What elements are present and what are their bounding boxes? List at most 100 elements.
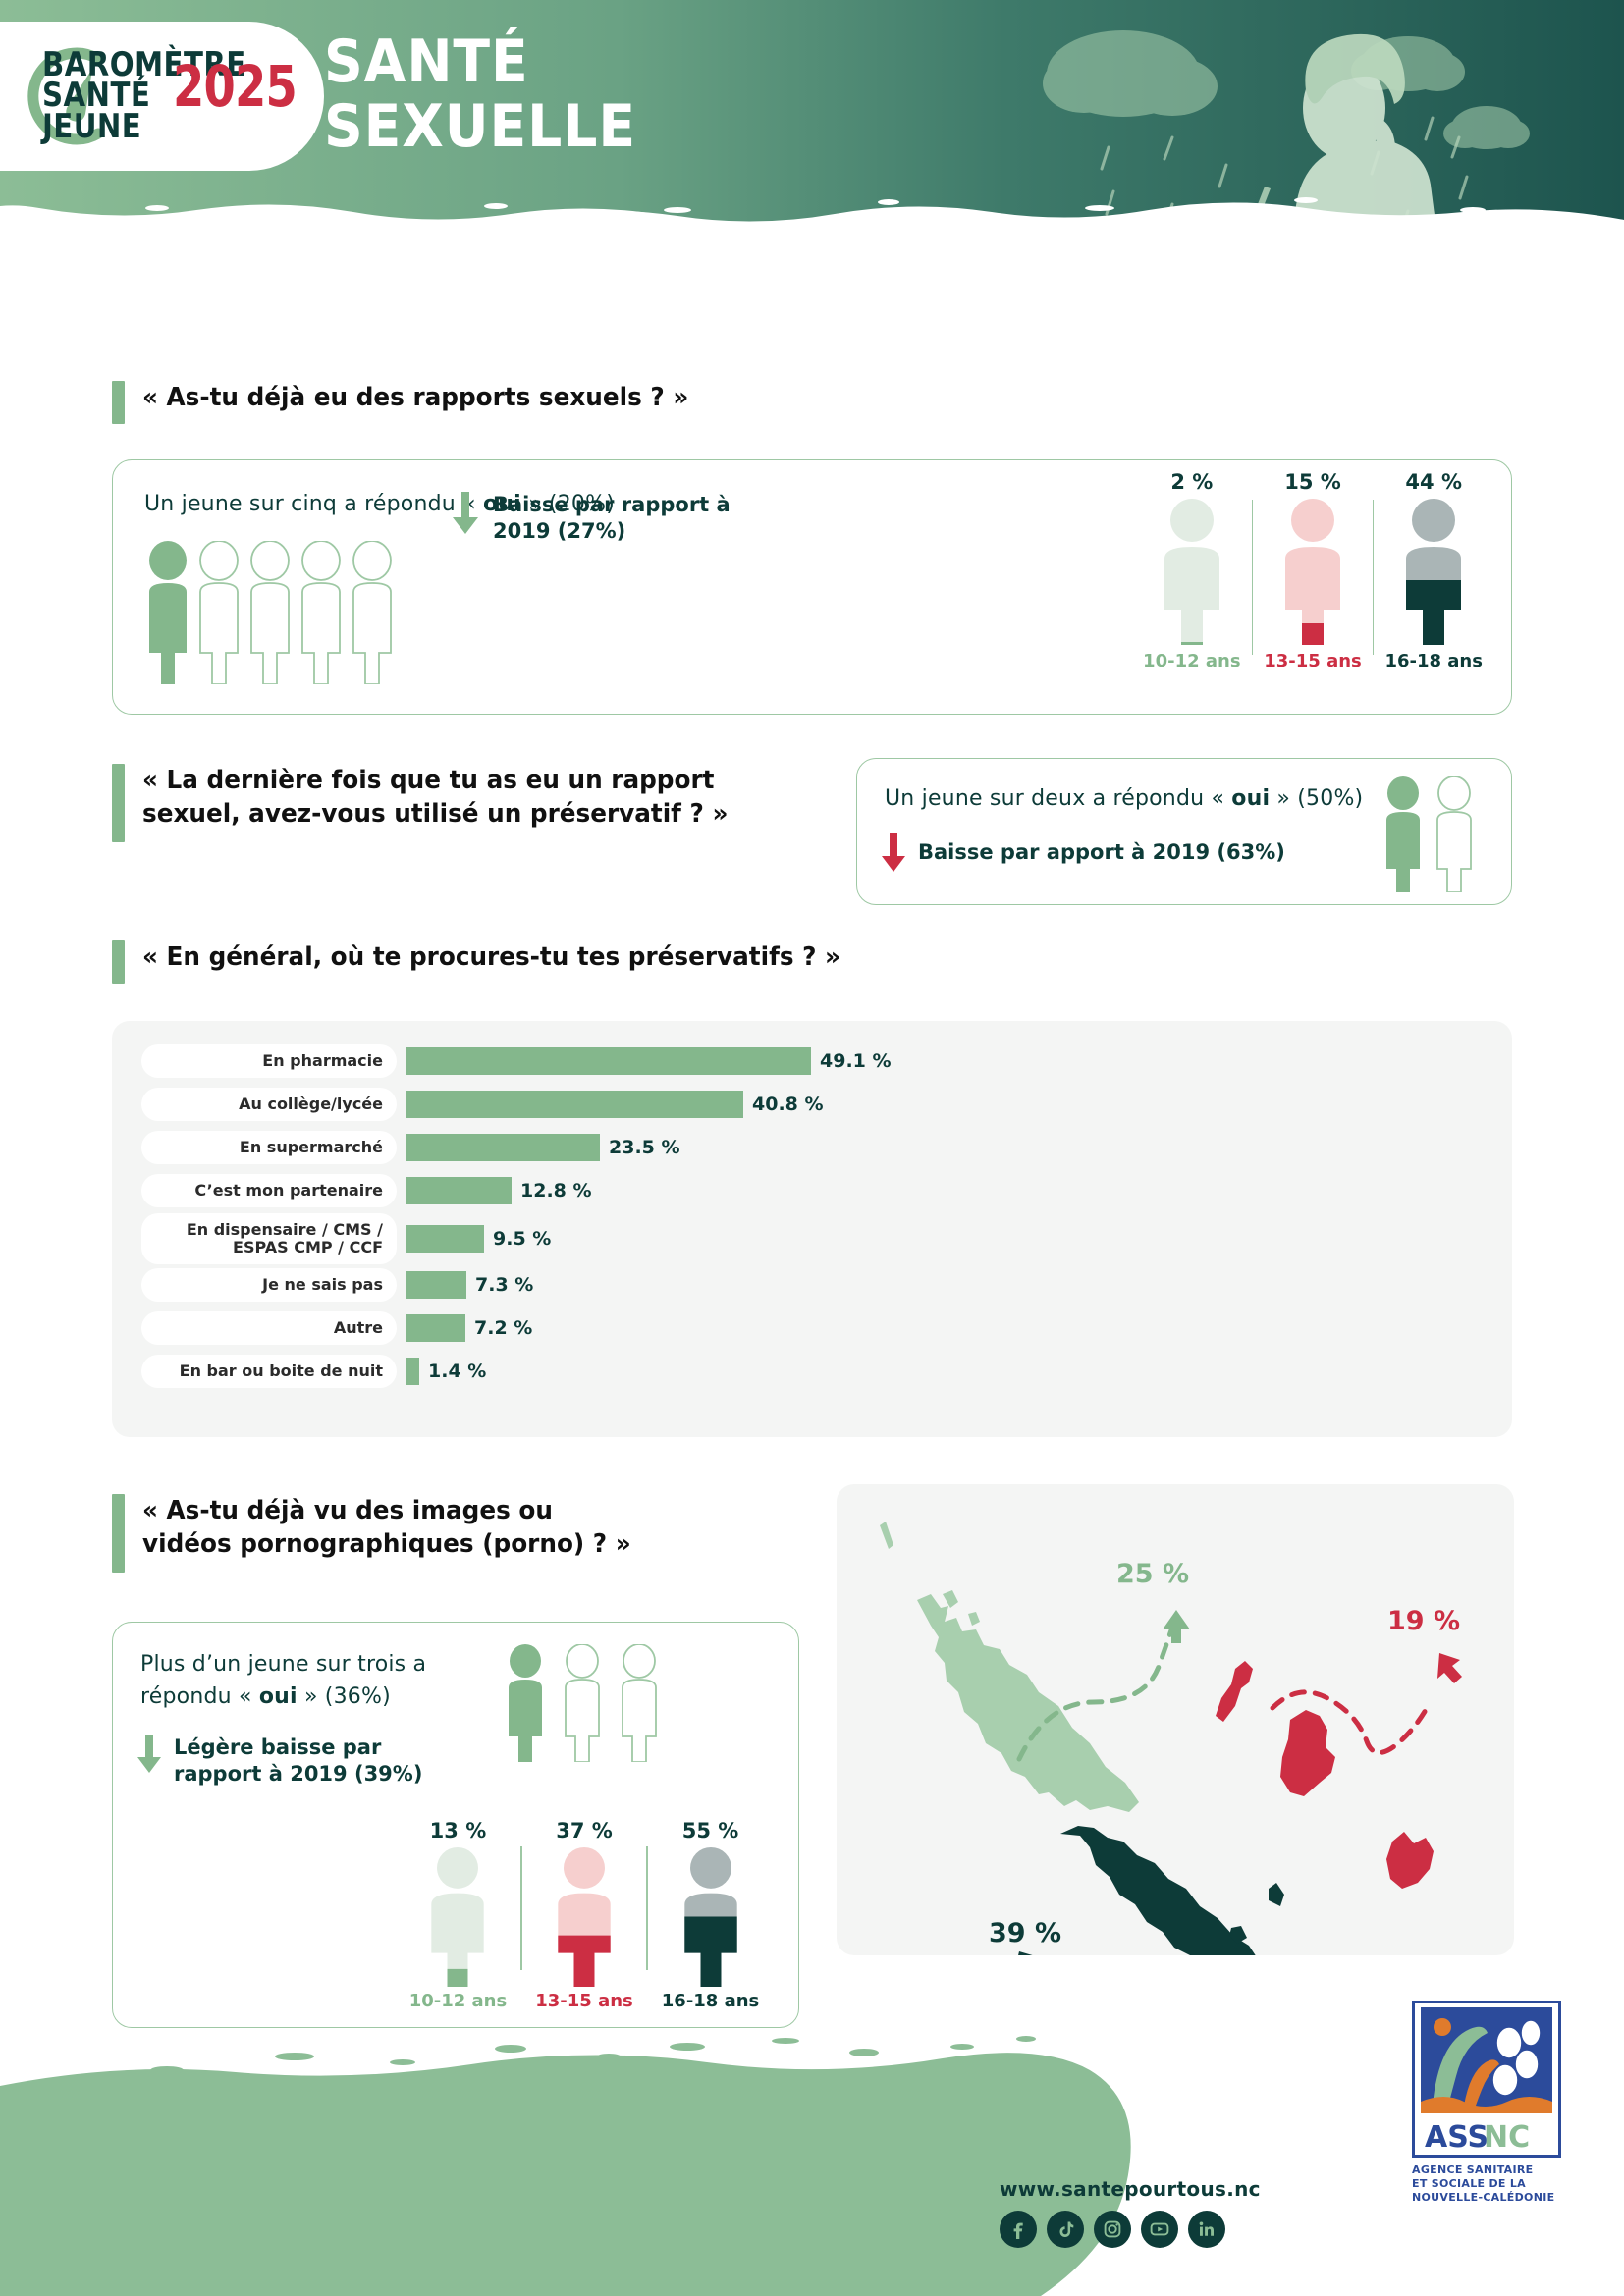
page-header: BAROMÈTRE SANTÉ 2025 JEUNE SANTÉ SEXUELL… xyxy=(0,0,1624,245)
card-porno: Plus d’un jeune sur trois a répondu « ou… xyxy=(112,1622,799,2028)
accent-bar xyxy=(112,381,125,424)
question-text-porno: « As-tu déjà vu des images ou vidéos por… xyxy=(142,1494,631,1562)
assnc-nc-text: NC xyxy=(1484,2120,1530,2155)
lead-bold: oui xyxy=(1231,786,1271,811)
pictogram-1-of-5 xyxy=(149,541,392,684)
bar-fill xyxy=(406,1091,743,1118)
footer-wave xyxy=(0,2036,1131,2296)
age-value-13-15: 15 % xyxy=(1284,470,1341,494)
torn-edge-top xyxy=(0,197,1624,245)
gauge-icon xyxy=(27,47,104,145)
accent-bar xyxy=(112,1494,125,1573)
trend-preservatif: Baisse par apport à 2019 (63%) xyxy=(881,833,1285,873)
lead-text-rapports: Un jeune sur cinq a répondu « oui » (20%… xyxy=(144,492,615,516)
bar-row: En dispensaire / CMS / ESPAS CMP / CCF 9… xyxy=(141,1213,551,1264)
age-value-16-18: 44 % xyxy=(1405,470,1462,494)
assnc-emblem-icon: ASS NC xyxy=(1421,2007,1552,2155)
person-fill-icon xyxy=(1285,499,1340,645)
bar-fill xyxy=(406,1271,466,1299)
assnc-subtitle: AGENCE SANITAIRE ET SOCIALE DE LA NOUVEL… xyxy=(1412,2163,1584,2205)
trend-line-2: 2019 (27%) xyxy=(493,519,626,544)
lead-line-1: Plus d’un jeune sur trois a xyxy=(140,1652,427,1677)
arrow-nord xyxy=(1016,1613,1179,1762)
trend-line-1: Baisse par rapport à xyxy=(493,493,731,516)
province-sud-shape xyxy=(1060,1826,1284,2001)
bar-label: En pharmacie xyxy=(141,1044,397,1078)
bar-fill xyxy=(406,1358,419,1385)
arrowhead-sud xyxy=(1013,1951,1038,1979)
assnc-sub-line-3: NOUVELLE-CALÉDONIE xyxy=(1412,2191,1555,2205)
question-text-preservatif: « La dernière fois que tu as eu un rappo… xyxy=(142,764,728,831)
age-value-16-18: 55 % xyxy=(681,1819,739,1842)
lead-suffix: » (50%) xyxy=(1270,786,1364,811)
map-value-iles: 19 % xyxy=(1387,1606,1460,1636)
age-group-13-15: 37 % 13-15 ans xyxy=(522,1819,647,2011)
lead-suffix: » (36%) xyxy=(297,1684,391,1709)
bar-fill xyxy=(406,1047,811,1075)
bar-value: 1.4 % xyxy=(428,1361,487,1382)
youtube-icon[interactable] xyxy=(1141,2211,1178,2248)
page-title-line-1: SANTÉ xyxy=(324,27,529,96)
person-fill-icon xyxy=(431,1846,485,1987)
question-heading-porno: « As-tu déjà vu des images ou vidéos por… xyxy=(112,1494,819,1573)
bar-row: En pharmacie 49.1 % xyxy=(141,1044,892,1078)
trend-text-porno: Légère baisse par rapport à 2019 (39%) xyxy=(174,1735,422,1789)
lead-suffix: » (20%) xyxy=(520,492,615,516)
bar-label: En dispensaire / CMS / ESPAS CMP / CCF xyxy=(141,1213,397,1264)
province-nord-shape xyxy=(917,1590,1139,1812)
age-label-10-12: 10-12 ans xyxy=(1143,651,1241,671)
assnc-ass-text: ASS xyxy=(1425,2120,1489,2155)
arrow-down-icon xyxy=(453,492,478,534)
lead-prefix: répondu « xyxy=(140,1684,259,1709)
age-value-13-15: 37 % xyxy=(556,1819,613,1842)
bar-row: En bar ou boite de nuit 1.4 % xyxy=(141,1355,486,1388)
arrowhead-nord xyxy=(1163,1610,1190,1643)
person-fill-icon xyxy=(1164,499,1219,645)
province-iles-shape xyxy=(1216,1661,1434,1889)
arrow-down-icon xyxy=(882,833,905,872)
instagram-icon[interactable] xyxy=(1094,2211,1131,2248)
trend-text-preservatif: Baisse par apport à 2019 (63%) xyxy=(918,840,1285,865)
age-label-16-18: 16-18 ans xyxy=(661,1991,760,2011)
age-label-16-18: 16-18 ans xyxy=(1384,651,1483,671)
chart-panel-procure: En pharmacie 49.1 % Au collège/lycée 40.… xyxy=(112,1021,1512,1437)
accent-bar xyxy=(112,764,125,842)
age-divider-1 xyxy=(519,1846,522,1970)
bar-row: Autre 7.2 % xyxy=(141,1311,532,1345)
page-title: SANTÉ SEXUELLE xyxy=(324,29,636,159)
card-rapports: Un jeune sur cinq a répondu « oui » (20%… xyxy=(112,459,1512,715)
bar-row: En supermarché 23.5 % xyxy=(141,1131,680,1164)
pictogram-1-of-3 xyxy=(509,1644,657,1762)
age-group-16-18: 44 % 16-18 ans xyxy=(1374,470,1493,702)
person-fill-icon xyxy=(1406,499,1462,645)
bar-label: En bar ou boite de nuit xyxy=(141,1355,397,1388)
age-label-13-15: 13-15 ans xyxy=(1264,651,1362,671)
question-line-1: « As-tu déjà vu des images ou xyxy=(142,1496,553,1525)
facebook-icon[interactable] xyxy=(1000,2211,1037,2248)
bar-value: 23.5 % xyxy=(609,1137,680,1158)
bar-fill xyxy=(406,1134,600,1161)
age-group-10-12: 13 % 10-12 ans xyxy=(396,1819,520,2011)
person-fill-icon xyxy=(558,1846,611,1987)
question-heading-preservatif: « La dernière fois que tu as eu un rappo… xyxy=(112,764,858,842)
accent-bar xyxy=(112,940,125,984)
belep-island xyxy=(880,1522,893,1549)
age-value-10-12: 13 % xyxy=(429,1819,487,1842)
tiktok-icon[interactable] xyxy=(1047,2211,1084,2248)
bar-label: Autre xyxy=(141,1311,397,1345)
age-groups-rapports: 2 % 10-12 ans 15 % xyxy=(1132,470,1493,702)
logo-year: 2025 xyxy=(173,53,298,120)
bar-label-text: En dispensaire / CMS / ESPAS CMP / CCF xyxy=(186,1220,383,1256)
website-url[interactable]: www.santepourtous.nc xyxy=(1000,2177,1261,2201)
bar-row: Au collège/lycée 40.8 % xyxy=(141,1088,824,1121)
logo-line-2: SANTÉ xyxy=(41,76,150,116)
lead-line-2: répondu « oui » (36%) xyxy=(140,1681,426,1713)
question-text-procure: « En général, où te procures-tu tes prés… xyxy=(142,942,841,972)
linkedin-icon[interactable] xyxy=(1188,2211,1225,2248)
question-heading-rapports: « As-tu déjà eu des rapports sexuels ? » xyxy=(112,381,1094,424)
map-value-sud: 39 % xyxy=(989,1918,1061,1949)
lead-text-porno: Plus d’un jeune sur trois a répondu « ou… xyxy=(140,1648,426,1713)
age-divider-2 xyxy=(1372,500,1375,655)
isle-of-pines xyxy=(1269,1883,1284,1906)
trend-line-1: Légère baisse par xyxy=(174,1735,382,1759)
